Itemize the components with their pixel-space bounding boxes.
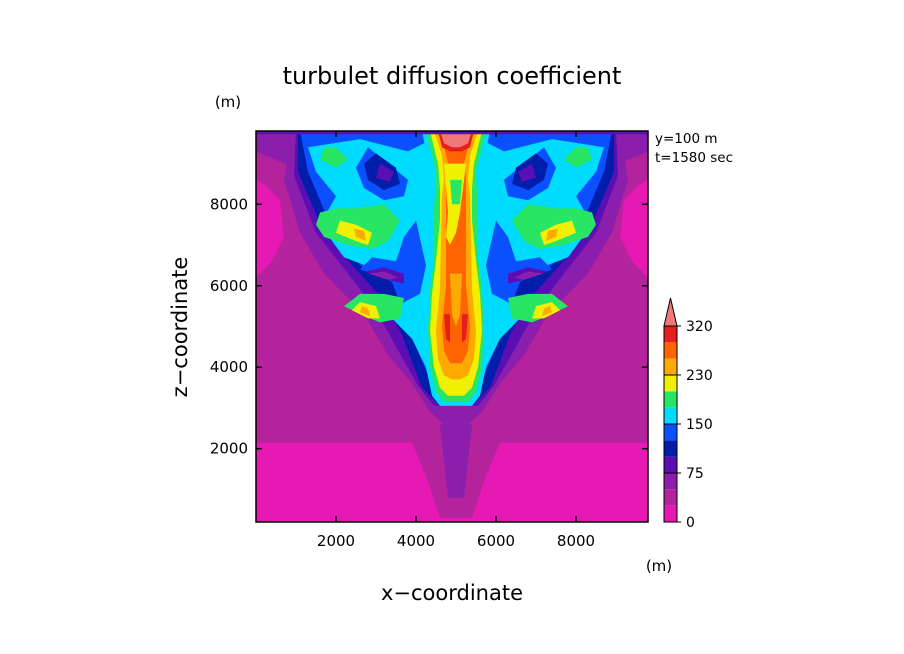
contour-level-9 [360,306,370,317]
colorbar-swatch [664,391,677,408]
contour-level-3 [376,163,394,182]
colorbar-swatch [664,440,677,457]
x-tick-label: 2000 [317,532,355,550]
colorbar-swatch [664,456,677,473]
contour-level-0 [620,179,648,278]
y-axis: 2000 4000 6000 8000 [210,195,648,458]
x-tick-label: 4000 [397,532,435,550]
contour-level-3 [518,163,536,182]
y-tick-label: 2000 [210,440,248,458]
colorbar-tick-label: 0 [686,515,695,531]
contour-level-9 [354,228,366,241]
colorbar-swatch [664,473,677,490]
y-tick-label: 8000 [210,195,248,213]
contour-level-7 [320,147,348,168]
colorbar-tick-label: 320 [686,319,713,335]
contour-level-3 [256,131,648,135]
colorbar-tick-label: 75 [686,466,704,482]
colorbar-swatch [664,505,677,522]
y-tick-label: 6000 [210,277,248,295]
x-tick-label: 8000 [557,532,595,550]
x-unit-label: (m) [646,557,672,575]
plot-frame [255,130,649,523]
x-axis-label: x−coordinate [381,581,523,605]
x-axis: 2000 4000 6000 8000 [317,131,595,550]
chart-title: turbulet diffusion coefficient [283,62,622,90]
contour-level-7 [564,147,592,168]
contour-level-11 [444,314,450,343]
contour-level-11 [462,314,468,343]
y-tick-label: 4000 [210,358,248,376]
contour-level-2 [514,271,544,280]
annotation-y: y=100 m [655,131,718,147]
colorbar-swatch [664,489,677,506]
x-tick-label: 6000 [477,532,515,550]
colorbar-swatch [664,375,677,392]
y-axis-label: z−coordinate [168,257,192,398]
colorbar-swatch [664,326,677,343]
colorbar-swatch [664,358,677,375]
contour-level-12 [440,131,472,148]
colorbar-swatch [664,407,677,424]
colorbar-swatch [664,342,677,359]
colorbar-extend-triangle [663,297,678,327]
contour-level-0 [256,179,284,278]
colorbar-swatch [664,424,677,441]
colorbar-tick-label: 230 [686,368,713,384]
contour-level-2 [368,271,398,280]
contour-level-9 [546,228,558,241]
contour-level-7 [450,179,462,205]
plot-area [256,131,648,522]
colorbar-tick-label: 150 [686,417,713,433]
contour-level-2 [440,424,472,498]
y-unit-label: (m) [215,93,241,111]
contour-level-9 [450,273,462,327]
colorbar: 320 230 150 75 0 [663,297,713,531]
annotation-t: t=1580 sec [655,150,733,166]
contour-level-9 [542,306,552,317]
